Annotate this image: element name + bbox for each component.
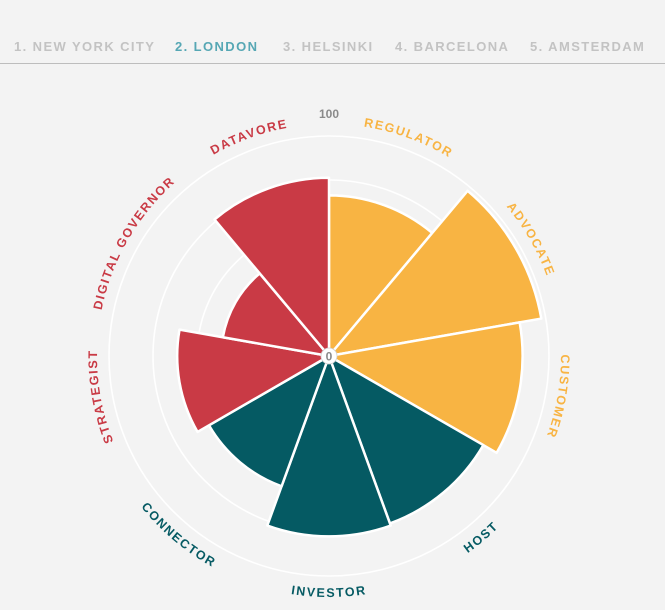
tab-barcelona[interactable]: 4. BARCELONA <box>395 39 510 54</box>
center-marker <box>320 347 338 365</box>
polar-area-chart: 0100REGULATORADVOCATECUSTOMERHOSTINVESTO… <box>86 107 570 600</box>
wedge-customer[interactable] <box>327 321 524 455</box>
tab-amsterdam[interactable]: 5. AMSTERDAM <box>530 39 646 54</box>
city-tabs: 1. NEW YORK CITY 2. LONDON 3. HELSINKI 4… <box>0 0 665 64</box>
tab-helsinki[interactable]: 3. HELSINKI <box>283 39 374 54</box>
wedge-advocate[interactable] <box>327 189 543 358</box>
tick-label-max: 100 <box>319 107 339 121</box>
wedge-connector[interactable] <box>207 354 331 488</box>
category-label-host: HOST <box>461 519 501 556</box>
category-label-digital-governor: DIGITAL GOVERNOR <box>91 174 178 311</box>
grid-ring <box>108 135 550 577</box>
wedge-digital-governor[interactable] <box>221 272 331 358</box>
category-label-regulator: REGULATOR <box>363 116 455 161</box>
wedge-datavore[interactable] <box>213 176 331 358</box>
wedge-investor[interactable] <box>266 354 392 538</box>
category-label-investor: INVESTOR <box>290 583 367 600</box>
category-label-connector: CONNECTOR <box>139 500 219 570</box>
wedge-regulator[interactable] <box>327 194 434 358</box>
category-label-strategist: STRATEGIST <box>86 349 116 445</box>
tick-label-min: 0 <box>326 349 333 363</box>
wedge-strategist[interactable] <box>175 328 331 434</box>
tab-new-york-city[interactable]: 1. NEW YORK CITY <box>14 39 156 54</box>
wedge-host[interactable] <box>327 354 485 525</box>
wedges <box>175 176 543 538</box>
tab-london[interactable]: 2. LONDON <box>175 39 259 54</box>
